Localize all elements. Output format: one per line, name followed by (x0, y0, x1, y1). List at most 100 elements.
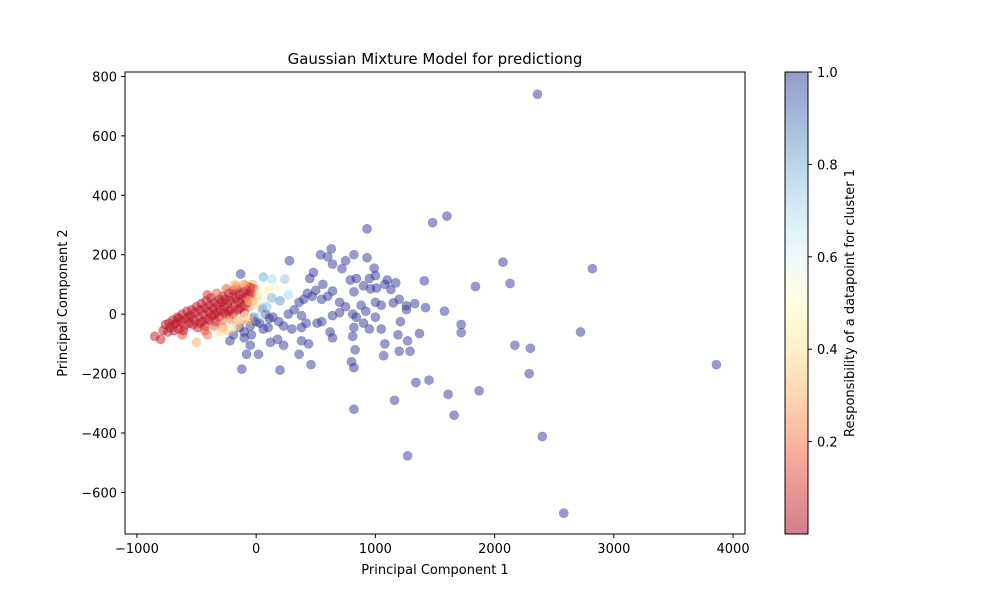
x-axis-ticks: −1000 0 1000 2000 3000 4000 (115, 534, 750, 557)
colorbar-gradient (785, 72, 808, 534)
data-point (395, 316, 406, 327)
data-point (211, 288, 222, 299)
colorbar-tick-label: 0.4 (817, 343, 838, 358)
x-axis-label: Principal Component 1 (361, 563, 508, 578)
data-point (236, 364, 247, 374)
data-point (294, 297, 304, 308)
data-point (312, 318, 322, 328)
data-point (178, 325, 189, 336)
data-point (379, 279, 390, 290)
data-point (401, 304, 412, 315)
data-point (278, 340, 289, 351)
data-point (294, 349, 304, 360)
data-point (227, 322, 238, 333)
data-point (264, 313, 275, 324)
data-point (283, 309, 294, 319)
data-point (537, 431, 548, 442)
data-point (283, 289, 294, 300)
data-point (474, 385, 484, 396)
data-point (498, 257, 508, 267)
data-point (224, 335, 235, 346)
data-point (378, 350, 389, 361)
data-point (414, 328, 425, 339)
data-point (173, 313, 184, 324)
data-point (246, 329, 257, 340)
data-point (275, 365, 285, 375)
data-point (306, 359, 316, 370)
data-point (360, 306, 371, 317)
data-point (348, 322, 359, 333)
data-point (261, 301, 272, 312)
data-point (510, 340, 520, 351)
data-point (524, 368, 535, 379)
data-point (410, 377, 421, 388)
data-point (347, 331, 358, 342)
data-point (427, 217, 438, 228)
plot-frame (124, 71, 746, 535)
data-point (376, 324, 387, 334)
data-point (420, 302, 431, 313)
data-point (441, 211, 452, 221)
data-point (317, 279, 328, 290)
data-point (340, 301, 351, 312)
data-point (364, 324, 375, 334)
data-point (296, 310, 307, 321)
data-point (379, 338, 390, 349)
data-point (390, 277, 401, 288)
data-point (326, 243, 337, 254)
data-point (272, 334, 283, 345)
data-point (235, 269, 246, 279)
x-tick-label: 3000 (597, 542, 630, 557)
data-point (340, 255, 351, 266)
data-point (711, 359, 722, 370)
y-tick-label: −400 (81, 427, 117, 442)
data-point (221, 283, 232, 294)
data-point (217, 315, 228, 325)
data-point (371, 283, 382, 293)
data-point (394, 294, 405, 305)
data-point (424, 375, 434, 385)
data-point (362, 223, 372, 234)
data-point (327, 259, 338, 270)
data-point (587, 263, 598, 274)
data-point (240, 310, 251, 321)
data-point (296, 322, 307, 333)
data-point (255, 310, 266, 321)
data-point (183, 312, 194, 322)
data-point (266, 292, 277, 303)
data-point (348, 404, 359, 415)
y-tick-label: 0 (109, 308, 117, 323)
data-point (304, 273, 315, 284)
data-point (253, 349, 264, 360)
data-point (348, 249, 359, 260)
y-tick-label: 600 (92, 130, 117, 145)
y-tick-label: −200 (81, 368, 117, 383)
data-point (202, 289, 213, 300)
data-point (337, 263, 347, 274)
x-tick-label: 2000 (478, 542, 511, 557)
data-point (239, 279, 250, 290)
data-point (402, 450, 413, 461)
data-point (322, 251, 333, 262)
data-point (199, 325, 210, 336)
chart-title: Gaussian Mixture Model for predictiong (288, 50, 583, 68)
data-point (532, 89, 543, 100)
data-point (439, 306, 450, 317)
data-point (327, 310, 338, 321)
data-point (266, 274, 277, 284)
y-tick-label: −600 (81, 486, 117, 501)
data-point (389, 395, 400, 406)
colorbar-tick-label: 0.6 (817, 251, 838, 266)
colorbar-label: Responsibility of a datapoint for cluste… (843, 169, 858, 437)
data-points (149, 89, 722, 519)
data-point (350, 344, 360, 355)
colorbar-ticks: 0.2 0.4 0.6 0.8 1.0 (808, 66, 838, 451)
y-tick-label: 800 (92, 70, 117, 85)
colorbar-tick-label: 0.2 (817, 436, 838, 451)
data-point (275, 295, 285, 306)
data-point (347, 309, 358, 319)
data-point (370, 270, 381, 281)
y-tick-label: 200 (92, 249, 117, 264)
x-tick-label: 1000 (359, 542, 392, 557)
